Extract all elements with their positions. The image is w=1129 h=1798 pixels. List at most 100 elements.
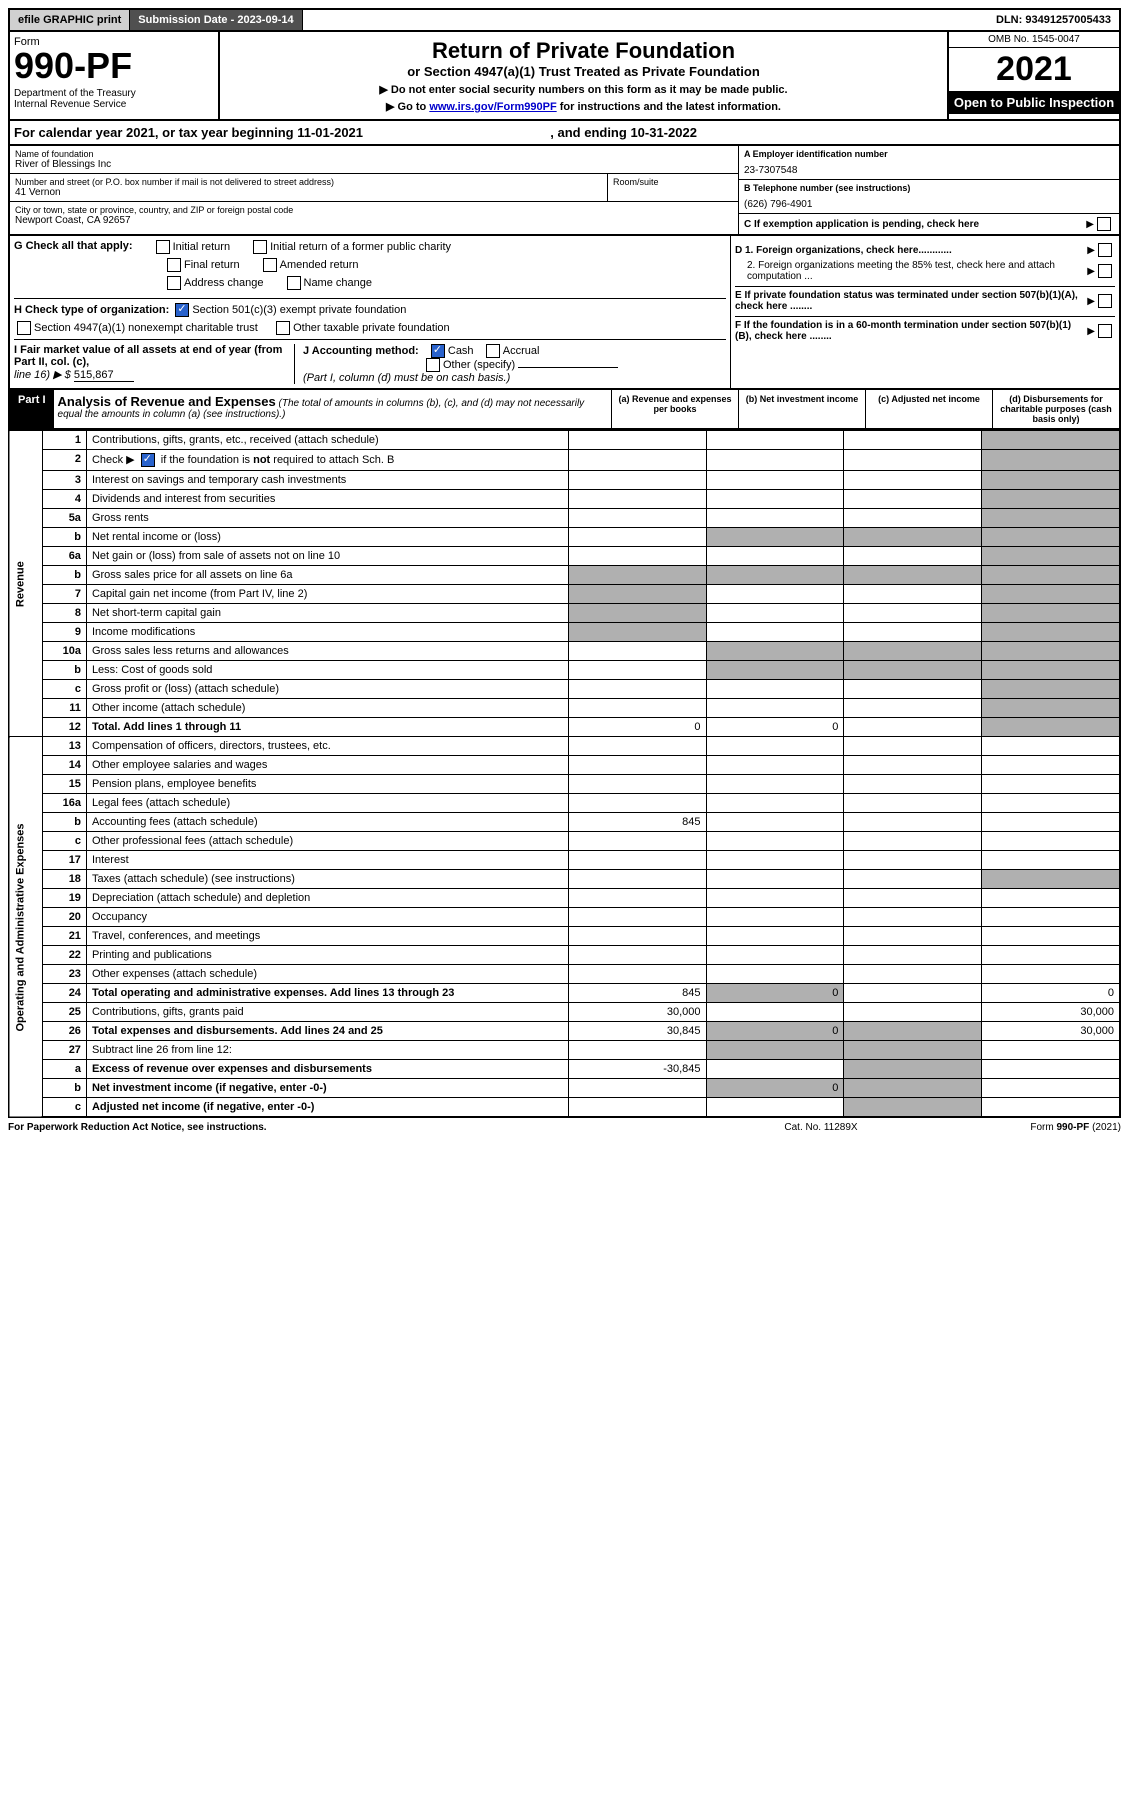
line-description: Contributions, gifts, grants, etc., rece…: [86, 431, 568, 450]
part-i-label: Part I: [10, 390, 54, 428]
501c3-checkbox[interactable]: [175, 303, 189, 317]
table-row: cGross profit or (loss) (attach schedule…: [9, 680, 1120, 699]
line-description: Income modifications: [86, 623, 568, 642]
name-change-checkbox[interactable]: [287, 276, 301, 290]
line-number: 26: [43, 1022, 87, 1041]
value-cell: [568, 450, 706, 471]
value-cell: [982, 661, 1120, 680]
value-cell: [982, 471, 1120, 490]
value-cell: [982, 566, 1120, 585]
value-cell: [568, 604, 706, 623]
table-row: 22Printing and publications: [9, 946, 1120, 965]
line-description: Travel, conferences, and meetings: [86, 927, 568, 946]
value-cell: [706, 642, 844, 661]
value-cell: [568, 946, 706, 965]
value-cell: [844, 965, 982, 984]
efile-print-button[interactable]: efile GRAPHIC print: [10, 10, 130, 30]
table-row: cAdjusted net income (if negative, enter…: [9, 1098, 1120, 1118]
calendar-year-row: For calendar year 2021, or tax year begi…: [8, 121, 1121, 146]
value-cell: [844, 509, 982, 528]
value-cell: [844, 471, 982, 490]
footer-mid: Cat. No. 11289X: [721, 1122, 921, 1133]
d1-checkbox[interactable]: [1098, 243, 1112, 257]
value-cell: 0: [706, 984, 844, 1003]
table-row: 5aGross rents: [9, 509, 1120, 528]
table-row: 3Interest on savings and temporary cash …: [9, 471, 1120, 490]
amended-return-checkbox[interactable]: [263, 258, 277, 272]
value-cell: [844, 528, 982, 547]
line-description: Adjusted net income (if negative, enter …: [86, 1098, 568, 1118]
i-label: I Fair market value of all assets at end…: [14, 344, 282, 368]
g-label: G Check all that apply:: [14, 240, 133, 254]
line-number: 1: [43, 431, 87, 450]
table-row: 23Other expenses (attach schedule): [9, 965, 1120, 984]
value-cell: [982, 623, 1120, 642]
4947-checkbox[interactable]: [17, 321, 31, 335]
pending-checkbox[interactable]: [1097, 217, 1111, 231]
line-number: 27: [43, 1041, 87, 1060]
table-row: 12Total. Add lines 1 through 1100: [9, 718, 1120, 737]
value-cell: [568, 528, 706, 547]
value-cell: [706, 1098, 844, 1118]
table-row: bNet investment income (if negative, ent…: [9, 1079, 1120, 1098]
value-cell: [706, 680, 844, 699]
value-cell: [844, 450, 982, 471]
value-cell: [982, 737, 1120, 756]
value-cell: [568, 851, 706, 870]
line-description: Net investment income (if negative, ente…: [86, 1079, 568, 1098]
value-cell: [844, 604, 982, 623]
value-cell: [568, 471, 706, 490]
line-number: a: [43, 1060, 87, 1079]
f-checkbox[interactable]: [1098, 324, 1112, 338]
line-number: 25: [43, 1003, 87, 1022]
accrual-checkbox[interactable]: [486, 344, 500, 358]
value-cell: [982, 585, 1120, 604]
d2-checkbox[interactable]: [1098, 264, 1112, 278]
other-taxable-checkbox[interactable]: [276, 321, 290, 335]
d1-label: D 1. Foreign organizations, check here..…: [735, 245, 1087, 256]
value-cell: [844, 908, 982, 927]
irs-link[interactable]: www.irs.gov/Form990PF: [429, 101, 556, 113]
line-number: 9: [43, 623, 87, 642]
line-number: 13: [43, 737, 87, 756]
line-description: Subtract line 26 from line 12:: [86, 1041, 568, 1060]
value-cell: [844, 1098, 982, 1118]
value-cell: [844, 737, 982, 756]
initial-former-checkbox[interactable]: [253, 240, 267, 254]
phone-cell: B Telephone number (see instructions) (6…: [739, 180, 1119, 214]
e-checkbox[interactable]: [1098, 294, 1112, 308]
value-cell: [706, 965, 844, 984]
cash-checkbox[interactable]: [431, 344, 445, 358]
other-method-checkbox[interactable]: [426, 358, 440, 372]
table-row: bNet rental income or (loss): [9, 528, 1120, 547]
line-description: Taxes (attach schedule) (see instruction…: [86, 870, 568, 889]
line-number: 19: [43, 889, 87, 908]
line-description: Total expenses and disbursements. Add li…: [86, 1022, 568, 1041]
line-description: Total operating and administrative expen…: [86, 984, 568, 1003]
table-row: 21Travel, conferences, and meetings: [9, 927, 1120, 946]
final-return-checkbox[interactable]: [167, 258, 181, 272]
value-cell: 845: [568, 984, 706, 1003]
pending-cell: C If exemption application is pending, c…: [739, 214, 1119, 234]
value-cell: 30,845: [568, 1022, 706, 1041]
line-number: 7: [43, 585, 87, 604]
line-description: Gross profit or (loss) (attach schedule): [86, 680, 568, 699]
value-cell: [982, 680, 1120, 699]
value-cell: [568, 623, 706, 642]
value-cell: [844, 813, 982, 832]
line-number: c: [43, 1098, 87, 1118]
line-description: Accounting fees (attach schedule): [86, 813, 568, 832]
value-cell: [706, 1003, 844, 1022]
value-cell: [706, 623, 844, 642]
value-cell: [844, 1041, 982, 1060]
value-cell: [982, 450, 1120, 471]
table-row: 8Net short-term capital gain: [9, 604, 1120, 623]
year-block: OMB No. 1545-0047 2021 Open to Public In…: [947, 32, 1119, 119]
address-change-checkbox[interactable]: [167, 276, 181, 290]
value-cell: [568, 699, 706, 718]
initial-return-checkbox[interactable]: [156, 240, 170, 254]
value-cell: [706, 490, 844, 509]
value-cell: [982, 547, 1120, 566]
line-number: 11: [43, 699, 87, 718]
value-cell: [568, 889, 706, 908]
